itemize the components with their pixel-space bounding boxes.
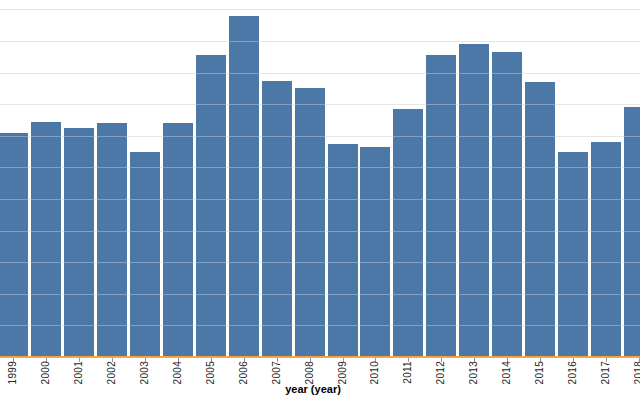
bar-chart: 1999 2000 2001 2002 2003 2004 2005 2006 2007 2008… — [0, 0, 640, 400]
x-axis-label-2011: 2011 — [402, 361, 413, 384]
x-axis-label-2000: 2000 — [40, 361, 51, 384]
gridline-overlay — [0, 294, 640, 295]
x-axis-label-2005: 2005 — [205, 361, 216, 384]
gridline-overlay — [0, 231, 640, 232]
bar-2000[interactable] — [31, 122, 61, 358]
x-axis-label-2009: 2009 — [337, 361, 348, 384]
gridline-overlay — [0, 73, 640, 74]
bar-2008[interactable] — [295, 88, 325, 358]
bar-2014[interactable] — [492, 52, 522, 358]
gridline-overlay — [0, 199, 640, 200]
bar-2012[interactable] — [426, 55, 456, 358]
x-axis-label-2018: 2018 — [633, 361, 640, 384]
bar-2018[interactable] — [624, 107, 640, 358]
bar-2003[interactable] — [130, 152, 160, 358]
bar-2015[interactable] — [525, 82, 555, 358]
gridline-overlay — [0, 262, 640, 263]
x-axis-label-2012: 2012 — [435, 361, 446, 384]
bar-2006[interactable] — [229, 16, 259, 358]
x-axis-label-2015: 2015 — [534, 361, 545, 384]
gridline-overlay — [0, 41, 640, 42]
bar-2016[interactable] — [558, 152, 588, 358]
x-axis-label-2014: 2014 — [501, 361, 512, 384]
x-axis-label-2010: 2010 — [369, 361, 380, 384]
x-axis-label-2006: 2006 — [238, 361, 249, 384]
x-axis-label-2007: 2007 — [271, 361, 282, 384]
bar-2011[interactable] — [393, 109, 423, 358]
bar-2010[interactable] — [360, 147, 390, 358]
x-axis-label-2003: 2003 — [139, 361, 150, 384]
x-axis-title: year (year) — [213, 383, 413, 395]
x-axis-label-1999: 1999 — [7, 361, 18, 384]
x-axis-label-2017: 2017 — [600, 361, 611, 384]
x-axis-label-2001: 2001 — [73, 361, 84, 384]
plot-area: 1999 2000 2001 2002 2003 2004 2005 2006 2007 2008… — [0, 0, 640, 400]
x-axis-label-2008: 2008 — [304, 361, 315, 384]
bar-2013[interactable] — [459, 44, 489, 358]
x-axis-baseline — [0, 356, 640, 358]
x-axis-label-2013: 2013 — [468, 361, 479, 384]
bar-2002[interactable] — [97, 123, 127, 358]
bar-2005[interactable] — [196, 55, 226, 358]
gridline-overlay — [0, 9, 640, 10]
gridline-overlay — [0, 167, 640, 168]
gridline-overlay — [0, 136, 640, 137]
gridline-overlay — [0, 325, 640, 326]
bar-2007[interactable] — [262, 81, 292, 358]
bar-2004[interactable] — [163, 123, 193, 358]
x-axis-label-2002: 2002 — [106, 361, 117, 384]
x-axis-label-2004: 2004 — [172, 361, 183, 384]
x-axis-label-2016: 2016 — [567, 361, 578, 384]
gridline-overlay — [0, 104, 640, 105]
bar-2001[interactable] — [64, 128, 94, 358]
